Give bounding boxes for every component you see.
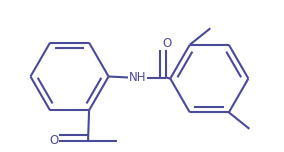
Text: O: O [49,134,58,147]
Text: NH: NH [129,71,146,84]
Text: O: O [162,37,172,50]
